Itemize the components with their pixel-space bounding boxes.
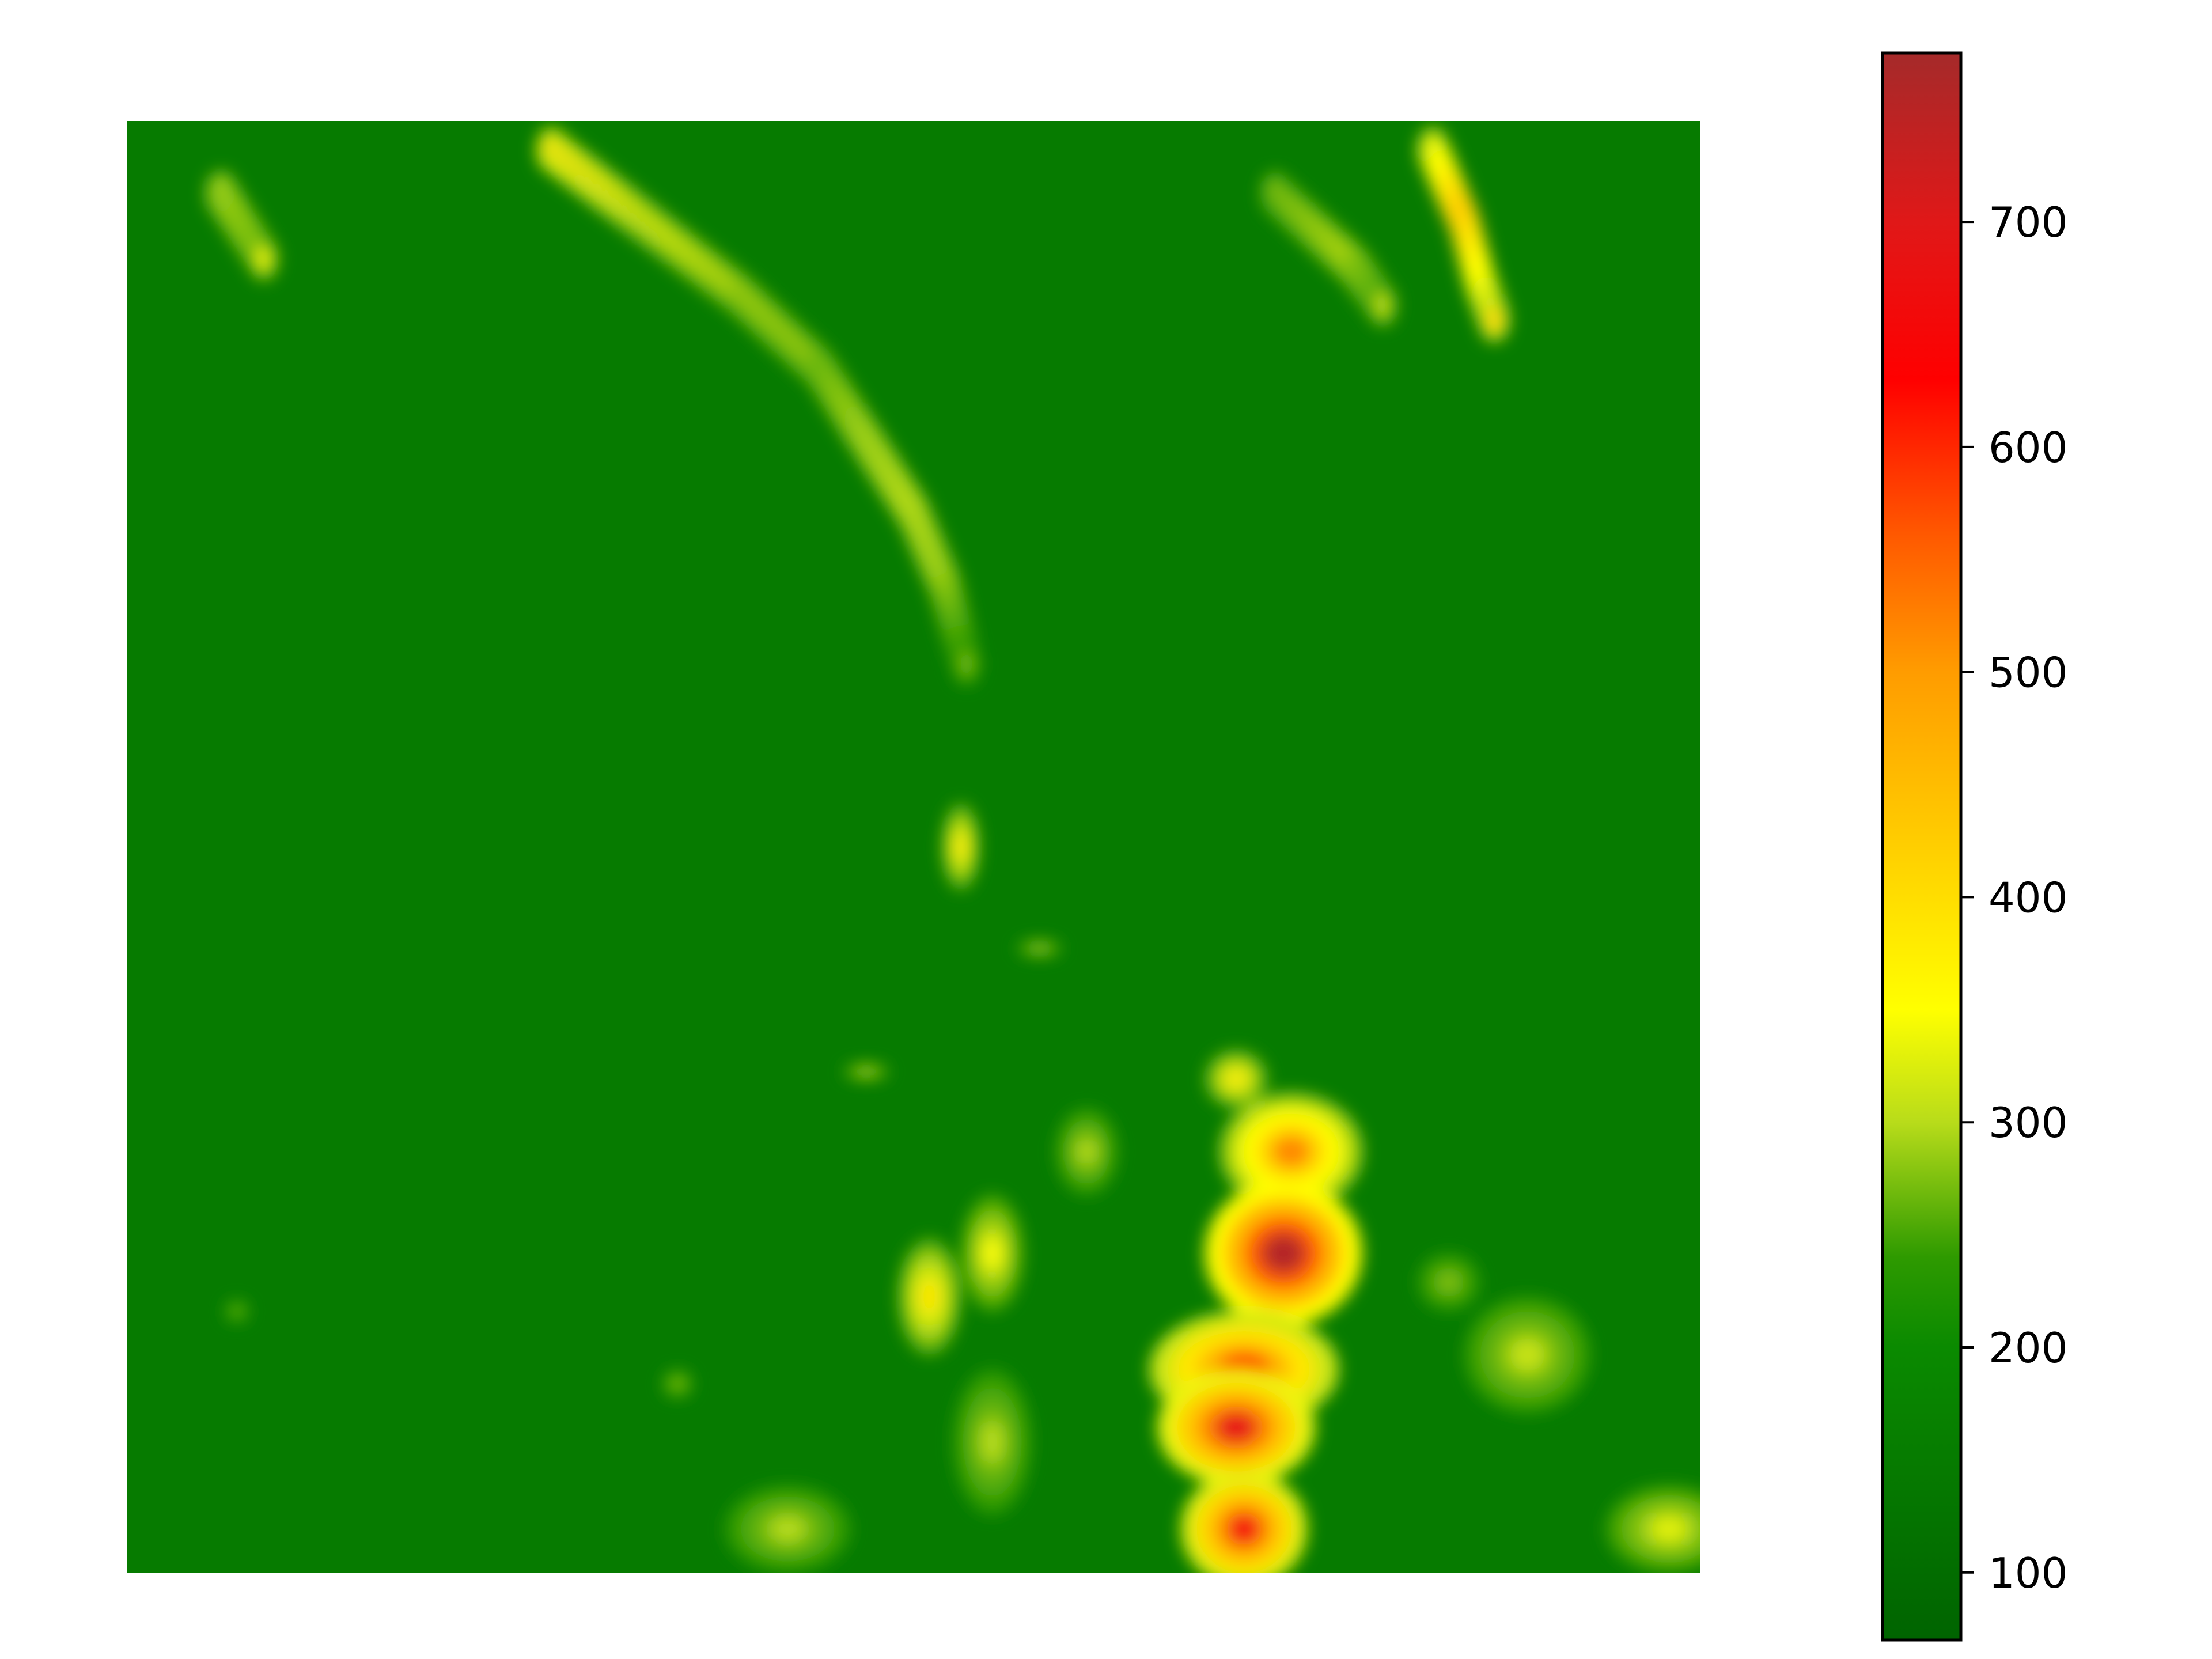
heatmap-background bbox=[127, 121, 1700, 1573]
colorbar-tick-label: 200 bbox=[1988, 1324, 2067, 1372]
heatmap-blob-13-layer-3 bbox=[1078, 1139, 1096, 1164]
colorbar-tick-label: 100 bbox=[1988, 1549, 2067, 1597]
colorbar-tick-label: 600 bbox=[1988, 423, 2067, 472]
heatmap-blob-20-layer-3 bbox=[233, 1308, 241, 1315]
heatmap-blob-19-layer-3 bbox=[859, 1069, 873, 1074]
heatmap-blob-15-layer-3 bbox=[1440, 1274, 1458, 1291]
heatmap-blob-10-layer-3 bbox=[1227, 1071, 1245, 1088]
heatmap-blob-9-layer-3 bbox=[1226, 1513, 1262, 1546]
heatmap-ridge-2-core bbox=[1375, 293, 1391, 319]
heatmap-blob-21-layer-3 bbox=[673, 1380, 682, 1388]
heatmap-features bbox=[206, 128, 1700, 1573]
heatmap-blob-4-layer-3 bbox=[955, 834, 967, 859]
heatmap-blob-16-layer-3 bbox=[770, 1517, 806, 1541]
heatmap-blob-6-layer-3 bbox=[1261, 1233, 1306, 1274]
colorbar-tick-label: 500 bbox=[1988, 649, 2067, 697]
heatmap-blob-12-layer-3 bbox=[983, 1237, 1001, 1270]
heatmap-blob-22-layer-3 bbox=[981, 1421, 1003, 1463]
colorbar-tick-label: 300 bbox=[1988, 1099, 2067, 1147]
colorbar-tick-label: 400 bbox=[1988, 873, 2067, 922]
colorbar-frame bbox=[1881, 51, 1963, 1642]
heatmap-ridge-0-core bbox=[959, 651, 974, 677]
heatmap-area bbox=[127, 121, 1700, 1573]
colorbar: 100 200 300 400 500 600 700 bbox=[1881, 51, 2067, 1642]
heatmap-blob-5-layer-3 bbox=[1271, 1135, 1312, 1168]
colorbar-fill bbox=[1883, 53, 1961, 1640]
heatmap-blob-17-layer-3 bbox=[1651, 1517, 1687, 1541]
heatmap-ridge-3-core bbox=[1487, 307, 1502, 333]
heatmap-blob-14-layer-3 bbox=[1509, 1338, 1546, 1372]
heatmap-ridge-1-core bbox=[256, 246, 271, 272]
colorbar-tick-label: 700 bbox=[1988, 198, 2067, 247]
colorbar-ticks: 100 200 300 400 500 600 700 bbox=[1961, 198, 2067, 1597]
heatmap-blob-8-layer-3 bbox=[1214, 1411, 1259, 1444]
heatmap-blob-11-layer-3 bbox=[921, 1280, 938, 1313]
heatmap-blob-18-layer-3 bbox=[1033, 946, 1047, 951]
